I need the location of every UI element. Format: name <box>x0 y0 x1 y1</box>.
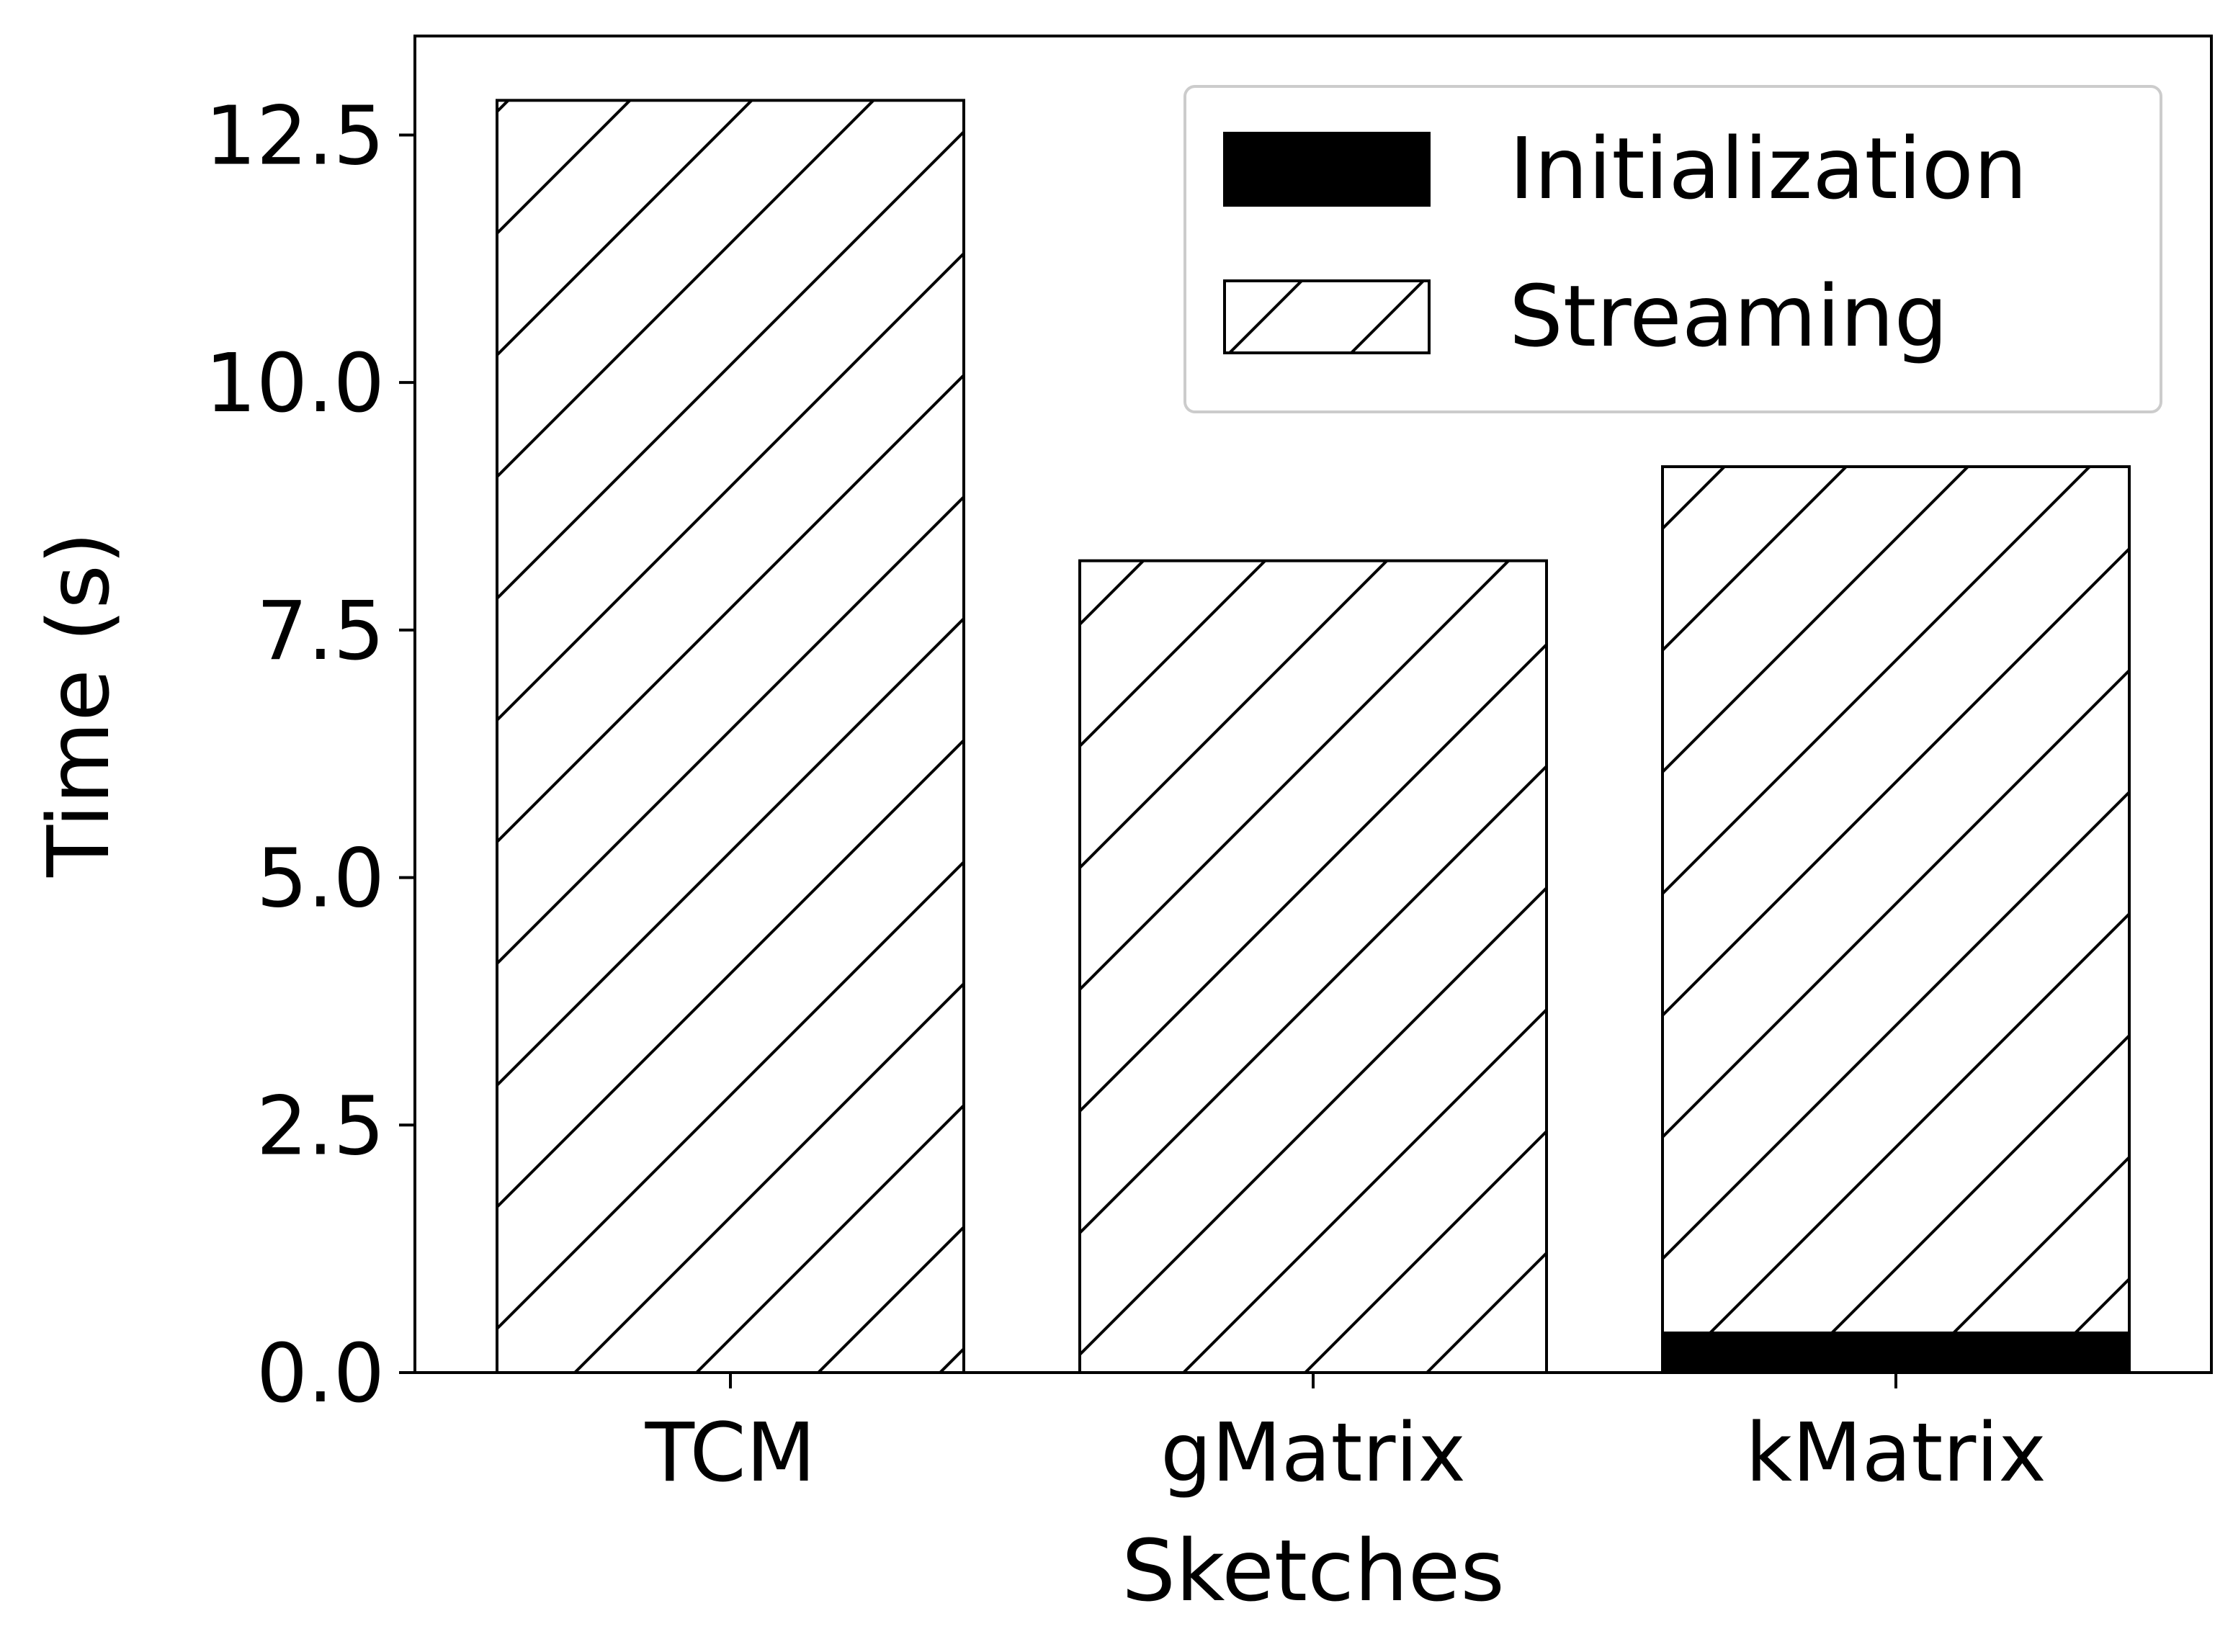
bar-gmatrix-streaming <box>1078 559 1548 1374</box>
bars-group <box>496 99 2131 1375</box>
y-axis-label: Time (s) <box>29 531 128 878</box>
legend-swatch-streaming <box>1223 279 1431 354</box>
y-tick-label: 0.0 <box>256 1327 385 1421</box>
bar-kmatrix-initialization <box>1661 1332 2131 1375</box>
y-tick-label: 5.0 <box>256 832 385 926</box>
plot-frame <box>413 35 2213 1374</box>
legend-swatch-initialization <box>1223 132 1431 207</box>
legend-label-initialization: Initialization <box>1509 119 2028 218</box>
bar-tcm-streaming <box>496 99 965 1375</box>
y-tick-label: 2.5 <box>256 1079 385 1173</box>
legend: Initialization Streaming <box>1183 85 2162 413</box>
y-tick-label: 7.5 <box>256 585 385 678</box>
x-axis-label: Sketches <box>1122 1521 1505 1620</box>
x-tick-label-gmatrix: gMatrix <box>1160 1406 1466 1500</box>
x-tick-label-tcm: TCM <box>645 1406 816 1500</box>
y-tick-label: 12.5 <box>205 89 385 183</box>
legend-label-streaming: Streaming <box>1509 266 1948 366</box>
y-tick-label: 10.0 <box>205 337 385 431</box>
bar-kmatrix-streaming <box>1661 465 2131 1335</box>
x-tick-label-kmatrix: kMatrix <box>1745 1406 2046 1500</box>
axes-group: TCM gMatrix kMatrix 0.0 2.5 5.0 7.5 10.0 12.5 <box>205 35 2213 1500</box>
